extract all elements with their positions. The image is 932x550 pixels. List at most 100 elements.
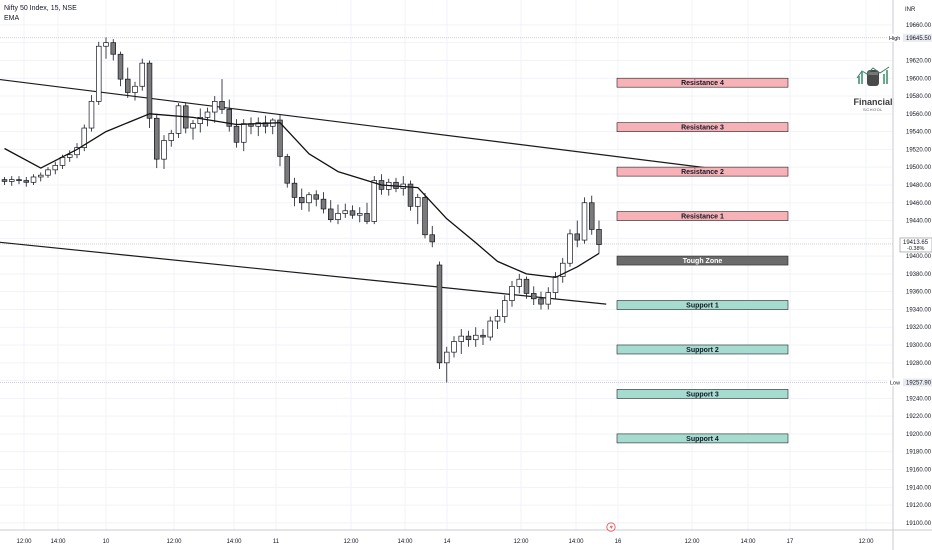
level-label: Resistance 4 [681,80,724,87]
level-label: Support 1 [686,303,719,310]
candle-body [509,285,515,301]
high-value-bg [903,33,932,42]
price-tick: 19440.00 [906,219,932,225]
time-tick: 11 [273,539,280,545]
price-tick: 19100.00 [906,521,932,527]
candle-body [241,123,247,143]
candle-body [37,174,44,178]
price-tick: 19380.00 [906,272,932,278]
candle-body [451,341,457,353]
candle-body [212,101,218,113]
price-tick: 19500.00 [906,165,932,171]
ema-line [4,113,600,279]
candle-body [444,351,450,364]
level-resistance-1: Resistance 1 [616,211,789,221]
candle-body [502,300,508,317]
level-box [616,77,789,88]
candle-body [335,213,341,220]
price-tick: 19360.00 [906,290,932,296]
level-box [616,389,789,399]
time-tick: 12:00 [858,539,874,545]
level-resistance-2: Resistance 2 [616,166,789,177]
time-tick: 14:00 [397,539,413,545]
candle-body [161,140,167,160]
level-support-3: Support 3 [616,389,789,399]
candle-body [59,157,66,166]
candle-body [175,105,182,134]
event-marker-icon[interactable] [606,522,616,532]
candle-body [320,198,327,210]
candle-body [407,183,414,207]
candle-body [95,45,102,102]
price-tick: 19160.00 [906,468,932,474]
candle-body [299,197,305,204]
fist-chart-icon [856,66,890,86]
candle-body [436,264,443,364]
price-tick: 19620.00 [906,58,932,64]
level-resistance-4: Resistance 4 [616,77,789,88]
candle-body [117,53,124,80]
price-tick: 19600.00 [906,76,932,82]
level-box [616,344,789,355]
level-label: Resistance 3 [681,125,724,132]
candle-body [523,278,530,294]
price-tick: 19460.00 [906,201,932,207]
candle-body [313,194,320,200]
candle-body [233,125,240,143]
candle-body [110,42,116,55]
candle-body [545,292,551,305]
symbol-title: Nifty 50 Index, 15, NSE [4,5,77,12]
trendline [0,241,607,305]
candle-body [30,176,37,183]
candle-body [66,154,73,158]
level-box [616,300,789,310]
candle-body [1,179,8,182]
candle-body [23,180,30,183]
candle-body [291,182,298,198]
candle-body [342,210,349,214]
time-tick: 12:00 [16,539,32,545]
candle-body [9,179,15,182]
time-tick: 16 [615,539,622,545]
price-tick: 19340.00 [906,307,932,313]
candle-body [530,293,537,300]
level-tough-zone: Tough Zone [616,255,789,266]
candle-body [349,210,356,216]
level-box [616,211,789,221]
candle-body [371,180,378,222]
high-value: 19645.50 [906,36,932,42]
level-box [616,166,789,177]
candle-body [581,202,588,241]
trendline [0,78,745,174]
candle-body [596,229,602,245]
price-tick: 19140.00 [906,485,932,491]
level-label: Resistance 1 [681,214,724,221]
candle-body [88,101,95,129]
level-support-1: Support 1 [616,300,789,310]
price-tick: 19320.00 [906,325,932,331]
time-tick: 10 [103,539,110,545]
time-tick: 14 [444,539,451,545]
candle-body [219,101,225,110]
level-box [616,122,789,132]
candle-body [306,194,312,204]
candle-body [567,233,573,264]
candle-body [103,42,109,47]
time-tick: 12:00 [166,539,182,545]
candle-body [16,179,22,181]
level-label: Support 3 [686,391,719,398]
price-tick: 19280.00 [906,361,932,367]
time-tick: 14:00 [740,539,756,545]
candle-body [559,262,566,277]
candle-body [146,62,153,119]
candle-body [574,233,580,241]
price-tick: 19540.00 [906,130,932,136]
candle-body [422,197,428,236]
candle-body [364,213,370,222]
time-tick: 14:00 [226,539,242,545]
candle-body [168,133,175,141]
candle-body [190,123,196,129]
level-support-4: Support 4 [616,433,789,444]
